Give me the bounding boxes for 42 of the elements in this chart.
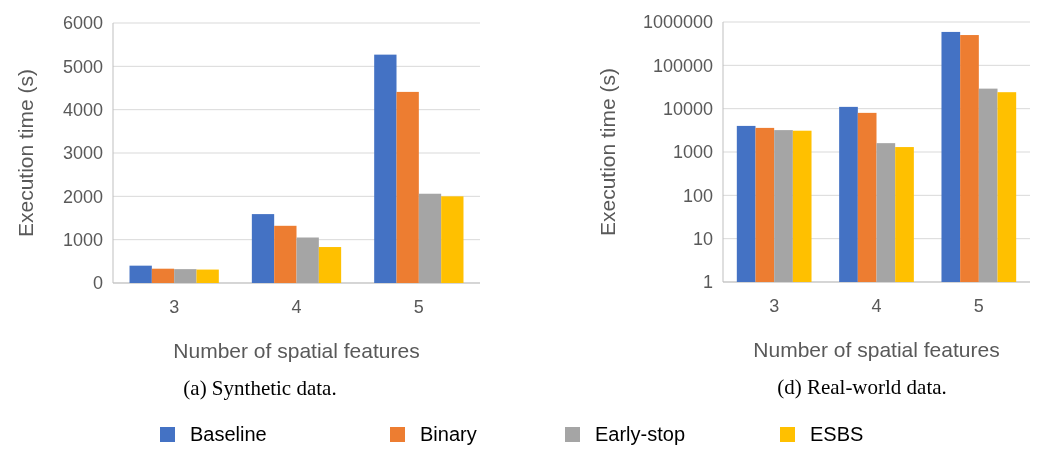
bar bbox=[196, 269, 219, 283]
y-tick-label: 0 bbox=[92, 273, 103, 294]
legend-label: ESBS bbox=[810, 423, 864, 445]
text: (a) Synthetic data. bbox=[183, 376, 337, 400]
bar bbox=[318, 247, 342, 283]
y-tick-label: 3000 bbox=[62, 143, 103, 164]
legend-label: Baseline bbox=[190, 423, 267, 445]
bar bbox=[151, 268, 175, 283]
y-tick-label: 1000 bbox=[672, 142, 713, 163]
bar bbox=[251, 214, 275, 283]
legend-label: Binary bbox=[420, 423, 477, 445]
bar bbox=[296, 237, 319, 283]
bar bbox=[374, 54, 397, 283]
y-tick-label: 100000 bbox=[652, 55, 713, 76]
bar bbox=[441, 196, 464, 283]
y-tick-label: 1 bbox=[702, 272, 713, 293]
legend-label: Early-stop bbox=[595, 423, 686, 445]
bar bbox=[174, 269, 197, 283]
x-axis-title: Number of spatial features bbox=[173, 339, 420, 362]
bar bbox=[129, 265, 152, 283]
x-axis-title: Number of spatial features bbox=[753, 338, 1000, 361]
y-tick-label: 5000 bbox=[62, 56, 103, 77]
bar bbox=[418, 193, 442, 283]
x-tick-label: 3 bbox=[169, 297, 180, 317]
y-axis-title: Execution time (s) bbox=[596, 67, 619, 237]
y-tick-label: 4000 bbox=[62, 99, 103, 120]
x-tick-label: 5 bbox=[973, 296, 984, 316]
x-tick-label: 3 bbox=[769, 296, 780, 316]
y-tick-label: 10 bbox=[692, 228, 713, 249]
text: (d) Real-world data. bbox=[777, 375, 947, 399]
y-tick-label: 100 bbox=[682, 185, 713, 206]
y-tick-label: 1000000 bbox=[642, 12, 713, 33]
x-tick-label: 5 bbox=[413, 297, 424, 317]
y-tick-label: 1000 bbox=[62, 229, 103, 250]
x-tick-label: 4 bbox=[291, 297, 302, 317]
x-tick-label: 4 bbox=[871, 296, 882, 316]
bar bbox=[274, 225, 297, 283]
y-tick-label: 6000 bbox=[62, 13, 103, 34]
y-tick-label: 2000 bbox=[62, 186, 103, 207]
y-tick-label: 10000 bbox=[662, 98, 713, 119]
bar bbox=[396, 91, 419, 283]
y-axis-title: Execution time (s) bbox=[14, 68, 37, 238]
